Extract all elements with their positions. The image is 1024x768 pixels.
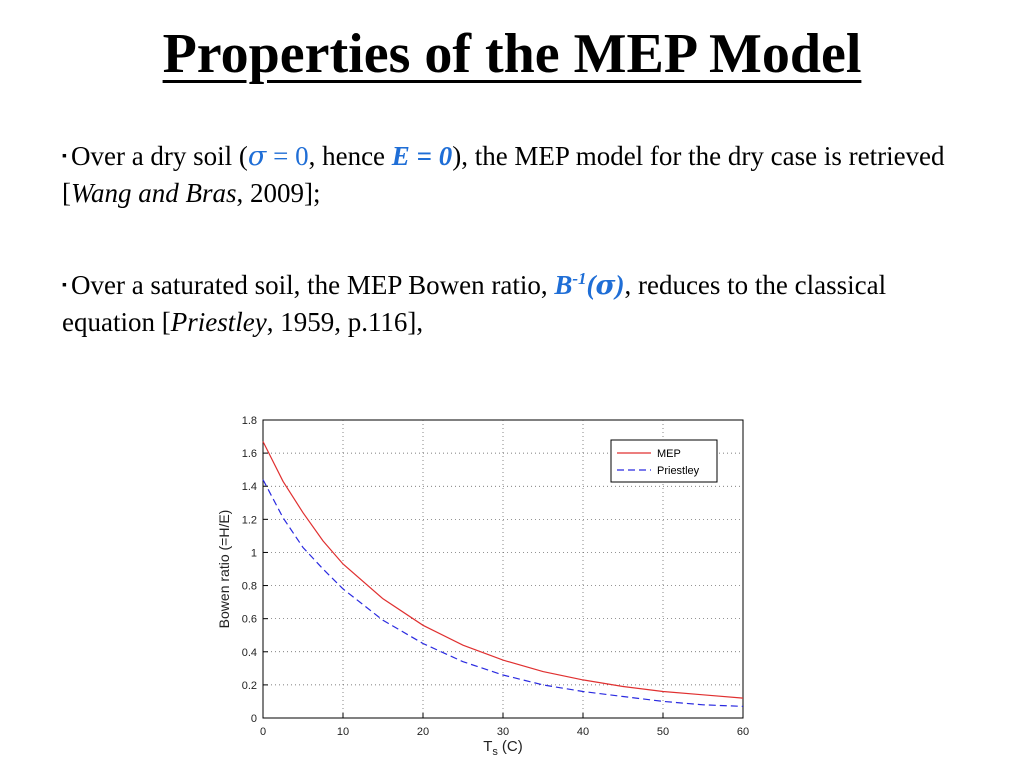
bullet-saturated-soil: ▪ Over a saturated soil, the MEP Bowen ra… xyxy=(62,260,982,341)
ticks-layer: 0 10 20 30 40 50 60 0 0.2 0.4 0.6 0.8 1 1.2 1.4 1.6 1.8 xyxy=(242,415,749,738)
bullet-marker: ▪ xyxy=(62,149,67,164)
series-line-priestley xyxy=(262,479,744,707)
y-tick-label: 1 xyxy=(251,547,257,559)
bowen-ratio-chart: 0 10 20 30 40 50 60 0 0.2 0.4 0.6 0.8 1 1.2 1.4 1.6 1.8 … xyxy=(205,410,765,760)
x-tick-label: 40 xyxy=(577,726,589,738)
y-tick-label: 0.8 xyxy=(242,581,257,593)
citation-priestley: Priestley xyxy=(170,307,267,337)
legend-label-priestley: Priestley xyxy=(657,465,700,477)
slide-title: Properties of the MEP Model xyxy=(162,23,862,85)
x-axis-label-main: T xyxy=(483,738,492,755)
x-tick-label: 30 xyxy=(497,726,509,738)
e-equals-zero: E = 0 xyxy=(391,141,453,171)
y-tick-label: 0 xyxy=(251,713,257,725)
sigma-symbol: σ xyxy=(247,141,267,172)
bullet2-text-3: , 1959, p.116], xyxy=(266,307,424,337)
bullet1-text-3: ), the MEP model for the dry case is ret… xyxy=(62,141,945,208)
x-tick-label: 20 xyxy=(417,726,429,738)
series-line-mep xyxy=(262,441,744,699)
y-tick-label: 1.6 xyxy=(242,448,257,460)
sigma-symbol: σ xyxy=(595,270,616,301)
x-axis-label-unit: (C) xyxy=(502,738,523,755)
sigma-equals-zero: = 0 xyxy=(266,141,309,171)
y-tick-label: 1.8 xyxy=(242,415,257,427)
x-tick-label: 60 xyxy=(737,726,749,738)
bullet-marker: ▪ xyxy=(62,278,67,293)
bowen-b-symbol: B xyxy=(554,270,573,300)
y-tick-label: 0.2 xyxy=(242,680,257,692)
x-tick-label: 0 xyxy=(260,726,266,738)
bullet2-text-2: , reduces to the classical equation [ xyxy=(62,270,887,337)
x-tick-label: 10 xyxy=(337,726,349,738)
bowen-superscript: -1 xyxy=(572,269,587,288)
y-axis-label: Bowen ratio (=H/E) xyxy=(216,510,232,629)
bullet2-text-1: Over a saturated soil, the MEP Bowen rat… xyxy=(70,270,555,300)
x-tick-label: 50 xyxy=(657,726,669,738)
grid-layer xyxy=(263,420,743,718)
x-axis-label-sub: s xyxy=(492,746,498,758)
y-tick-label: 0.6 xyxy=(242,614,257,626)
series-layer xyxy=(262,441,744,707)
y-tick-label: 1.4 xyxy=(242,481,257,493)
y-tick-label: 1.2 xyxy=(242,514,257,526)
legend-label-mep: MEP xyxy=(657,448,681,460)
y-tick-label: 0.4 xyxy=(242,647,257,659)
bullet1-text-4: , 2009]; xyxy=(236,178,321,208)
legend: MEP Priestley xyxy=(610,439,718,483)
bullet1-text-2: , hence xyxy=(308,141,392,171)
bullet-dry-soil: ▪ Over a dry soil (σ = 0, hence E = 0), t… xyxy=(62,138,982,212)
legend-box xyxy=(610,439,718,483)
citation-wang-bras: Wang and Bras xyxy=(71,178,237,208)
chart-svg: 0 10 20 30 40 50 6000.20.40.60.811.21.41.61.8 … xyxy=(216,415,749,758)
paren-open: ( xyxy=(586,270,596,300)
x-axis-label: Ts (C) xyxy=(483,738,523,758)
bullet1-text-1: Over a dry soil ( xyxy=(70,141,248,171)
paren-close: ) xyxy=(615,270,625,300)
